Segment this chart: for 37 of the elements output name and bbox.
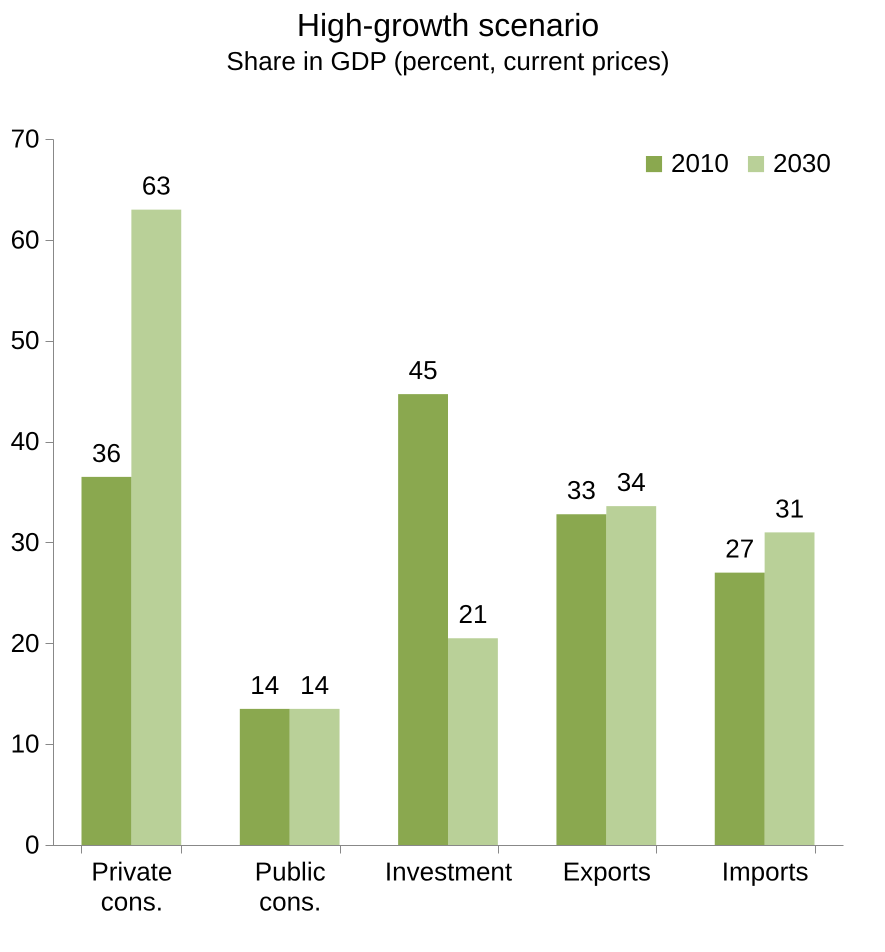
y-tick-label: 30: [10, 526, 40, 557]
data-label: 14: [250, 670, 280, 700]
bar: [398, 394, 448, 845]
bar: [240, 708, 290, 845]
bar: [290, 708, 340, 845]
bar: [606, 506, 656, 845]
data-label: 34: [616, 467, 646, 498]
x-tick-label: Private cons.: [91, 856, 172, 916]
data-label: 33: [566, 475, 596, 506]
y-tick-label: 0: [25, 830, 40, 860]
x-tick-label: Imports: [722, 856, 808, 886]
chart-subtitle: Share in GDP (percent, current prices): [226, 46, 670, 76]
y-tick-label: 40: [10, 426, 40, 456]
chart-title: High-growth scenario: [296, 7, 600, 43]
x-tick-label: Exports: [562, 856, 651, 886]
y-tick-label: 20: [10, 628, 40, 658]
legend-label: 2030: [773, 148, 831, 178]
bar: [764, 532, 815, 845]
bar: [714, 572, 765, 845]
data-label: 45: [408, 355, 438, 386]
data-label: 31: [775, 493, 804, 524]
x-tick-label: Public cons.: [254, 856, 326, 916]
data-label: 14: [300, 670, 330, 700]
x-tick-label: Investment: [384, 856, 513, 886]
y-tick-label: 70: [10, 124, 40, 154]
y-tick-label: 50: [10, 325, 40, 356]
bar: [556, 514, 606, 845]
bar: [131, 210, 182, 845]
data-label: 27: [725, 534, 754, 564]
bar: [81, 476, 132, 845]
data-label: 36: [92, 438, 121, 468]
data-label: 63: [142, 170, 171, 201]
y-tick-label: 10: [10, 728, 40, 759]
legend-label: 2010: [671, 148, 729, 178]
y-tick-label: 60: [10, 224, 40, 254]
data-label: 21: [458, 599, 488, 630]
bar: [448, 638, 498, 845]
